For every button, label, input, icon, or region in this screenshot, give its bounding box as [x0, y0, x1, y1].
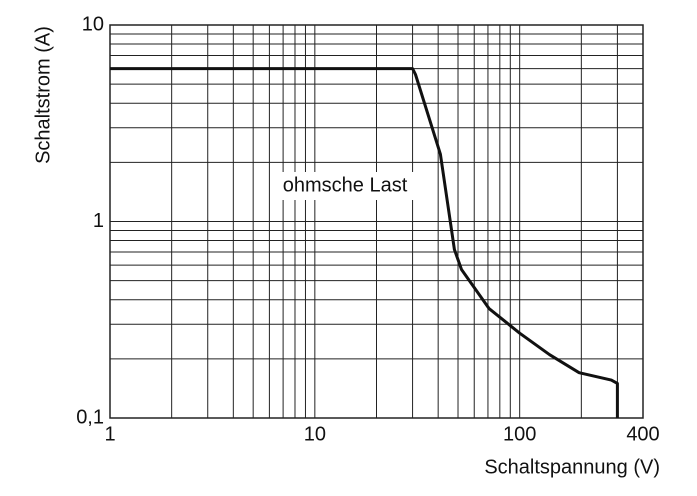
y-tick-label: 0,1 [76, 406, 104, 428]
x-tick-label: 400 [626, 423, 659, 445]
x-tick-label: 10 [304, 423, 326, 445]
y-axis-label: Schaltstrom (A) [32, 26, 54, 164]
x-axis-label: Schaltspannung (V) [484, 456, 660, 478]
x-tick-label: 1 [104, 423, 115, 445]
annotation-bg [272, 172, 418, 200]
x-tick-label: 100 [503, 423, 536, 445]
y-tick-label: 10 [82, 13, 104, 35]
series-line [110, 67, 619, 418]
annotation-text: ohmsche Last [283, 174, 408, 196]
annotation: ohmsche Last [272, 172, 418, 200]
plot-frame [109, 24, 644, 419]
y-tick-label: 1 [93, 210, 104, 232]
